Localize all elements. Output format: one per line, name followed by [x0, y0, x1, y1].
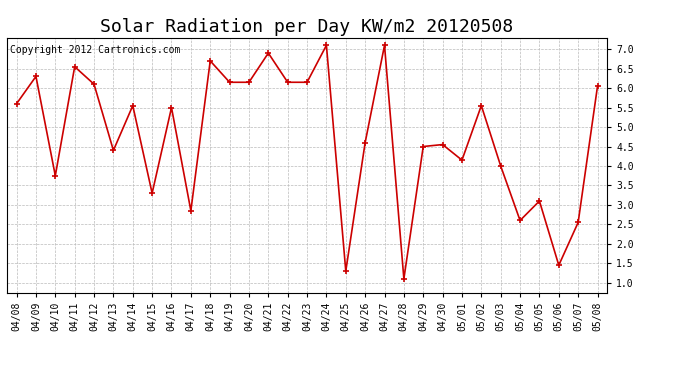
Text: Copyright 2012 Cartronics.com: Copyright 2012 Cartronics.com	[10, 45, 180, 55]
Title: Solar Radiation per Day KW/m2 20120508: Solar Radiation per Day KW/m2 20120508	[101, 18, 513, 36]
